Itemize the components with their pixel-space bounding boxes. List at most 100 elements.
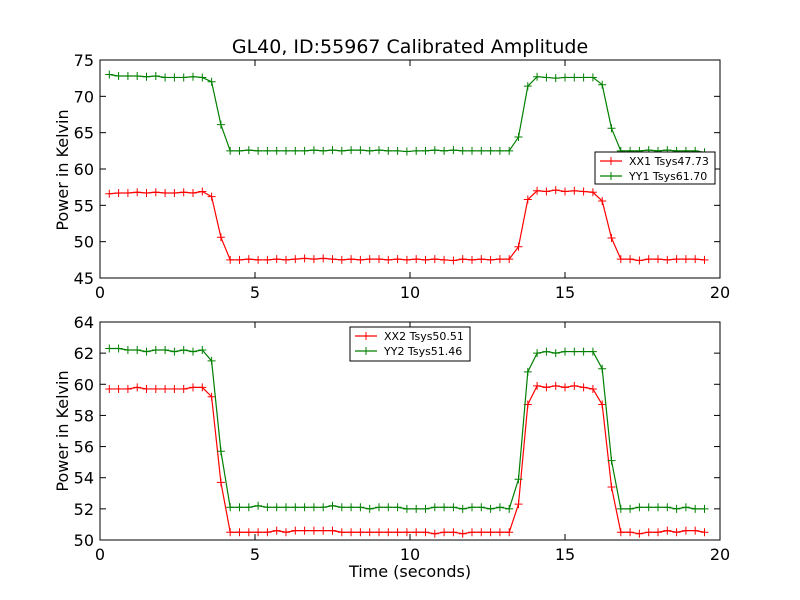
data-point-top-2 bbox=[309, 146, 318, 155]
data-point-bottom-1 bbox=[486, 528, 495, 537]
data-point-bottom-2 bbox=[384, 503, 393, 512]
data-point-top-1 bbox=[393, 255, 402, 264]
data-point-bottom-2 bbox=[347, 503, 356, 512]
data-point-top-1 bbox=[282, 255, 290, 264]
data-point-bottom-1 bbox=[495, 528, 504, 537]
data-point-bottom-1 bbox=[179, 384, 188, 393]
data-point-top-2 bbox=[412, 146, 421, 155]
data-point-bottom-1 bbox=[142, 384, 151, 393]
data-point-top-1 bbox=[598, 196, 607, 205]
data-point-bottom-2 bbox=[672, 504, 681, 513]
data-point-top-1 bbox=[681, 255, 690, 264]
data-point-top-1 bbox=[570, 186, 579, 195]
data-point-top-2 bbox=[216, 120, 225, 129]
data-point-top-2 bbox=[272, 146, 281, 155]
data-point-bottom-2 bbox=[263, 503, 272, 512]
data-point-bottom-1 bbox=[365, 528, 374, 537]
data-point-top-2 bbox=[319, 146, 328, 155]
data-point-bottom-2 bbox=[272, 503, 281, 512]
legend-box bbox=[349, 326, 471, 362]
y-tick-label: 55 bbox=[74, 196, 94, 215]
data-point-top-1 bbox=[123, 188, 132, 197]
data-point-top-2 bbox=[189, 72, 197, 81]
data-point-top-2 bbox=[430, 146, 439, 155]
x-tick-label: 5 bbox=[250, 545, 260, 564]
data-point-top-1 bbox=[663, 255, 672, 264]
data-point-bottom-2 bbox=[337, 503, 346, 512]
data-point-bottom-2 bbox=[588, 347, 597, 356]
data-point-bottom-2 bbox=[570, 347, 579, 356]
data-point-top-1 bbox=[477, 255, 486, 264]
data-point-bottom-1 bbox=[207, 392, 216, 401]
data-point-top-1 bbox=[505, 255, 514, 264]
data-point-bottom-2 bbox=[523, 367, 532, 376]
data-point-bottom-2 bbox=[226, 503, 235, 512]
data-point-bottom-2 bbox=[393, 503, 402, 512]
data-point-top-1 bbox=[430, 255, 439, 264]
data-point-top-2 bbox=[254, 146, 263, 155]
data-point-bottom-1 bbox=[691, 526, 700, 535]
data-point-top-1 bbox=[672, 255, 681, 264]
data-point-bottom-1 bbox=[700, 528, 709, 537]
y-tick-label: 65 bbox=[74, 124, 94, 143]
data-point-top-2 bbox=[393, 146, 402, 155]
data-point-bottom-1 bbox=[644, 528, 653, 537]
data-point-bottom-1 bbox=[607, 483, 616, 492]
y-tick-label: 58 bbox=[74, 406, 94, 425]
data-point-bottom-2 bbox=[142, 347, 151, 356]
data-point-top-2 bbox=[179, 73, 188, 82]
data-point-bottom-1 bbox=[300, 526, 309, 535]
x-tick-label: 15 bbox=[555, 545, 575, 564]
data-point-bottom-1 bbox=[384, 528, 393, 537]
data-point-top-2 bbox=[133, 71, 142, 80]
data-point-bottom-2 bbox=[254, 501, 263, 510]
data-point-bottom-1 bbox=[356, 528, 365, 537]
data-point-bottom-1 bbox=[412, 528, 421, 537]
data-point-top-2 bbox=[598, 80, 607, 89]
y-tick-label: 60 bbox=[74, 375, 94, 394]
data-point-top-1 bbox=[328, 255, 337, 264]
y-tick-label: 50 bbox=[74, 233, 94, 252]
legend-label-1: XX1 Tsys47.73 bbox=[629, 155, 709, 168]
data-point-top-2 bbox=[291, 146, 300, 155]
data-point-top-1 bbox=[198, 187, 207, 196]
data-point-bottom-1 bbox=[319, 526, 328, 535]
data-point-top-2 bbox=[579, 73, 588, 82]
data-point-bottom-2 bbox=[291, 503, 300, 512]
data-point-top-2 bbox=[477, 146, 486, 155]
data-point-top-1 bbox=[170, 188, 179, 197]
data-point-bottom-2 bbox=[663, 503, 672, 512]
data-point-top-2 bbox=[328, 146, 337, 155]
data-point-bottom-1 bbox=[189, 383, 197, 392]
data-point-bottom-1 bbox=[170, 384, 179, 393]
data-point-top-1 bbox=[458, 255, 467, 264]
data-point-bottom-2 bbox=[458, 504, 467, 513]
data-point-top-1 bbox=[486, 255, 495, 264]
ylabel-bottom: Power in Kelvin bbox=[53, 370, 72, 491]
data-point-top-2 bbox=[142, 72, 151, 81]
data-point-bottom-2 bbox=[216, 447, 225, 456]
legend-bottom: XX2 Tsys50.51 YY2 Tsys51.46 bbox=[349, 326, 471, 362]
data-point-top-1 bbox=[384, 255, 393, 264]
data-point-top-1 bbox=[254, 255, 263, 264]
data-point-bottom-1 bbox=[681, 526, 690, 535]
data-point-top-1 bbox=[356, 255, 365, 264]
data-point-bottom-2 bbox=[207, 356, 216, 365]
data-point-top-1 bbox=[142, 188, 151, 197]
data-point-bottom-2 bbox=[421, 504, 430, 513]
x-tick-label: 0 bbox=[95, 283, 105, 302]
data-point-bottom-1 bbox=[263, 528, 272, 537]
data-point-bottom-2 bbox=[114, 344, 123, 353]
data-point-bottom-1 bbox=[254, 528, 263, 537]
legend-label-2: YY1 Tsys61.70 bbox=[628, 170, 707, 183]
y-tick-label: 52 bbox=[74, 500, 94, 519]
data-point-bottom-2 bbox=[151, 346, 160, 355]
data-point-bottom-2 bbox=[644, 503, 653, 512]
data-point-bottom-2 bbox=[375, 503, 383, 512]
data-point-bottom-2 bbox=[365, 504, 374, 513]
data-point-bottom-1 bbox=[458, 529, 467, 538]
data-point-bottom-2 bbox=[123, 346, 132, 355]
data-point-bottom-1 bbox=[375, 528, 383, 537]
data-point-top-1 bbox=[319, 254, 328, 263]
data-point-bottom-1 bbox=[347, 528, 356, 537]
